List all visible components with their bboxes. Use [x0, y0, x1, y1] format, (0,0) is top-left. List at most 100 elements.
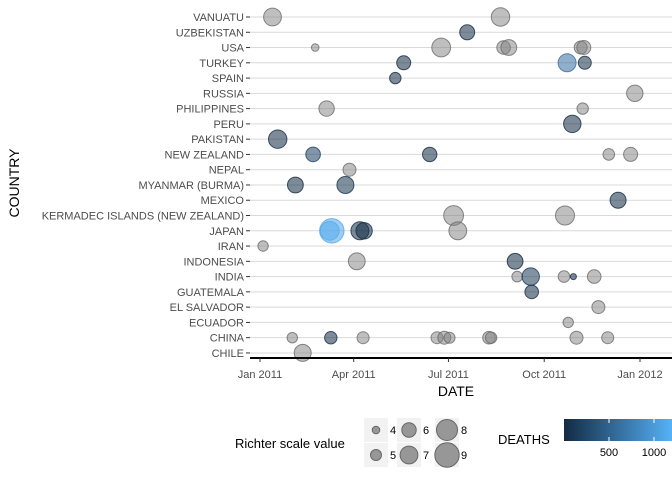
- color-legend-label: 500: [600, 447, 618, 459]
- earthquake-point: [319, 218, 345, 244]
- color-legend-label: 1000: [642, 447, 666, 459]
- earthquake-point: [324, 331, 338, 345]
- y-tick-label: PHILIPPINES: [176, 104, 244, 116]
- y-tick-label: MYANMAR (BURMA): [138, 180, 244, 192]
- y-tick-label: EL SALVADOR: [170, 302, 244, 314]
- x-tick-label: Oct 2011: [522, 369, 566, 381]
- earthquake-point: [626, 84, 644, 103]
- size-legend-label: 5: [390, 450, 396, 462]
- size-legend-circle: [401, 422, 417, 438]
- x-tick-label: Apr 2011: [332, 369, 376, 381]
- color-legend: DEATHS 500 1000: [498, 419, 672, 459]
- earthquake-point: [286, 332, 298, 344]
- size-legend-label: 8: [461, 425, 467, 437]
- size-legend-label: 4: [390, 425, 396, 437]
- y-tick-label: PAKISTAN: [191, 134, 244, 146]
- x-tick-label: Jan 2011: [238, 369, 282, 381]
- earthquake-point: [318, 100, 335, 117]
- y-tick-label: RUSSIA: [203, 88, 245, 100]
- earthquake-point: [500, 39, 518, 56]
- y-tick-label: GUATEMALA: [177, 287, 245, 299]
- y-tick-label: IRAN: [218, 241, 244, 253]
- earthquake-point: [524, 284, 540, 300]
- y-tick-label: NEPAL: [209, 165, 244, 177]
- earthquake-point: [257, 240, 269, 252]
- earthquake-point: [443, 331, 456, 344]
- size-legend-title: Richter scale value: [235, 436, 345, 451]
- earthquake-point: [459, 24, 476, 41]
- size-legend-circle: [371, 425, 381, 435]
- color-legend-bar: [564, 419, 672, 441]
- earthquake-point: [577, 55, 592, 70]
- color-legend-title: DEATHS: [498, 432, 550, 447]
- earthquake-point: [396, 55, 412, 71]
- earthquake-point: [557, 53, 577, 73]
- y-tick-label: INDONESIA: [183, 256, 244, 268]
- y-tick-label: NEW ZEALAND: [165, 149, 245, 161]
- x-axis-title: DATE: [438, 383, 474, 399]
- y-axis-title: COUNTRY: [6, 148, 22, 218]
- earthquake-point: [355, 222, 373, 240]
- earthquake-point: [557, 270, 571, 283]
- earthquake-point: [431, 37, 452, 58]
- earthquake-point: [506, 252, 524, 270]
- earthquake-point: [287, 176, 304, 194]
- earthquake-point: [342, 162, 357, 177]
- y-tick-label: KERMADEC ISLANDS (NEW ZEALAND): [42, 211, 244, 223]
- earthquake-point: [448, 221, 468, 241]
- earthquake-point: [602, 148, 616, 161]
- earthquake-point: [336, 176, 355, 194]
- size-legend-circle: [399, 445, 419, 465]
- earthquake-point: [521, 267, 540, 286]
- y-tick-label: CHILE: [212, 348, 244, 360]
- earthquake-point: [422, 146, 438, 163]
- size-legend-label: 7: [423, 450, 429, 462]
- earthquake-point: [576, 102, 589, 115]
- y-tick-label: INDIA: [215, 272, 245, 284]
- size-legend-circle: [436, 419, 458, 441]
- size-legend-circle: [434, 442, 460, 468]
- x-tick-label: Jul 2011: [428, 369, 469, 381]
- earthquake-point: [623, 146, 639, 162]
- x-tick-label: Jan 2012: [617, 369, 662, 381]
- y-tick-label: VANUATU: [193, 12, 244, 24]
- earthquake-point: [586, 269, 602, 284]
- earthquake-point: [601, 331, 615, 345]
- size-legend: Richter scale value 4 5 6 7 8 9: [235, 418, 467, 468]
- earthquake-point: [484, 331, 498, 344]
- x-axis: Jan 2011 Apr 2011 Jul 2011 Oct 2011 Jan 2012: [238, 357, 672, 381]
- y-tick-label: JAPAN: [209, 226, 244, 238]
- size-legend-label: 6: [423, 425, 429, 437]
- earthquake-point: [310, 43, 320, 52]
- earthquake-point: [555, 205, 575, 226]
- earthquake-point: [591, 300, 606, 315]
- data-points: [257, 7, 644, 362]
- earthquake-point: [490, 7, 511, 27]
- size-legend-circle: [370, 449, 382, 461]
- earthquake-point: [389, 71, 402, 85]
- y-tick-label: MEXICO: [201, 195, 245, 207]
- earthquake-point: [268, 129, 288, 149]
- earthquake-point: [569, 273, 577, 281]
- size-legend-label: 9: [461, 450, 467, 462]
- earthquake-point: [511, 270, 524, 283]
- earthquake-point: [347, 252, 366, 271]
- earthquake-point: [263, 7, 282, 27]
- y-tick-label: UZBEKISTAN: [176, 27, 244, 39]
- earthquake-point: [609, 191, 627, 209]
- y-tick-label: PERU: [213, 119, 244, 131]
- gridlines: [250, 16, 672, 354]
- y-tick-label: USA: [221, 43, 244, 55]
- earthquake-point: [356, 331, 370, 345]
- earthquake-point: [576, 40, 592, 55]
- y-tick-label: ECUADOR: [189, 317, 244, 329]
- y-tick-label: CHINA: [210, 333, 245, 345]
- y-tick-label: TURKEY: [199, 58, 244, 70]
- earthquake-point: [305, 146, 321, 163]
- y-tick-label: SPAIN: [212, 73, 244, 85]
- y-axis: VANUATU UZBEKISTAN USA TURKEY SPAIN RUSSIA PHI…: [42, 12, 250, 360]
- earthquake-point: [562, 316, 574, 329]
- earthquake-point: [569, 330, 584, 345]
- earthquake-point: [563, 114, 582, 134]
